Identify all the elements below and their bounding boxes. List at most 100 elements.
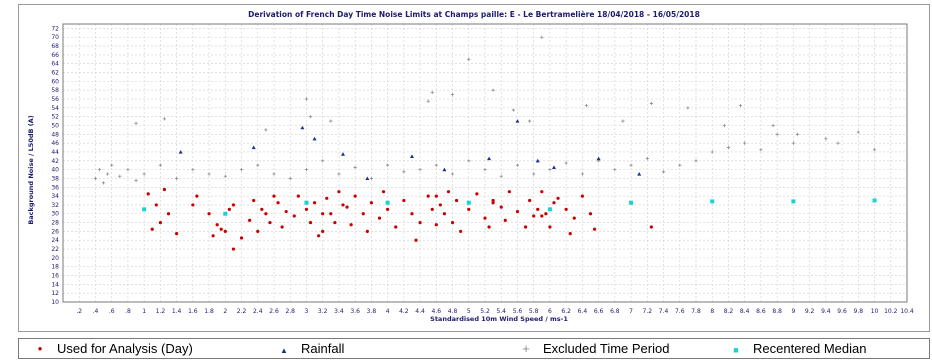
used-point xyxy=(369,201,373,205)
y-axis-label: Background Noise / L50dB (A) xyxy=(27,115,35,224)
x-tick-label: 7 xyxy=(629,308,633,315)
used-point xyxy=(540,190,544,194)
used-point xyxy=(272,194,276,198)
rainfall-point xyxy=(409,154,414,158)
rainfall-point xyxy=(312,136,317,141)
excluded-point xyxy=(308,115,313,119)
used-point xyxy=(207,212,211,216)
x-tick-label: .8 xyxy=(125,308,131,315)
rainfall-point xyxy=(515,119,520,123)
legend-plus-icon: + xyxy=(522,341,530,356)
used-point xyxy=(450,220,455,225)
y-tick-label: 36 xyxy=(51,184,59,191)
used-point xyxy=(296,194,300,198)
used-point xyxy=(438,203,442,207)
y-tick-label: 22 xyxy=(51,246,59,253)
used-point xyxy=(515,209,520,214)
x-tick-label: 2.8 xyxy=(285,308,295,315)
x-tick-label: 5.2 xyxy=(480,308,490,315)
y-tick-label: 64 xyxy=(51,61,59,68)
y-tick-label: 68 xyxy=(51,43,59,50)
legend-dot-icon: • xyxy=(37,341,43,356)
used-point xyxy=(158,220,162,225)
x-tick-label: 8.8 xyxy=(772,308,782,315)
used-point xyxy=(499,205,503,209)
median-point xyxy=(710,199,715,204)
excluded-point xyxy=(678,163,682,167)
excluded-point xyxy=(264,128,268,132)
x-tick-label: .4 xyxy=(93,308,99,315)
excluded-point xyxy=(722,123,727,128)
excluded-series xyxy=(93,35,877,185)
x-tick-label: 6.6 xyxy=(594,308,604,315)
excluded-point xyxy=(743,141,747,145)
x-tick-label: 5.4 xyxy=(496,308,506,315)
median-point xyxy=(791,199,796,204)
excluded-point xyxy=(369,176,373,181)
used-point xyxy=(418,220,422,225)
excluded-point xyxy=(564,161,568,165)
legend-label-excluded: Excluded Time Period xyxy=(543,341,670,356)
used-point xyxy=(276,201,280,205)
rainfall-point xyxy=(365,176,370,181)
excluded-point xyxy=(158,163,162,167)
rainfall-point xyxy=(178,149,183,154)
used-point xyxy=(568,232,572,236)
excluded-point xyxy=(532,172,536,176)
used-point xyxy=(459,229,463,233)
used-point xyxy=(341,203,345,207)
excluded-point xyxy=(450,172,455,176)
used-point xyxy=(580,194,584,198)
excluded-point xyxy=(856,130,860,134)
excluded-point xyxy=(110,163,114,167)
used-point xyxy=(540,214,544,218)
excluded-point xyxy=(337,172,341,176)
excluded-point xyxy=(450,93,455,97)
excluded-point xyxy=(491,88,495,92)
used-point xyxy=(215,223,219,227)
x-tick-label: 2.2 xyxy=(237,308,247,315)
excluded-point xyxy=(402,170,406,174)
rainfall-point xyxy=(487,156,492,161)
y-tick-label: 60 xyxy=(51,78,59,85)
y-tick-label: 58 xyxy=(51,87,59,94)
used-point xyxy=(248,218,252,222)
excluded-point xyxy=(101,181,106,185)
rainfall-point xyxy=(596,156,601,161)
used-point xyxy=(333,220,337,225)
x-tick-label: 3.4 xyxy=(334,308,344,315)
excluded-point xyxy=(528,119,532,123)
excluded-point xyxy=(162,117,167,121)
x-tick-label: 1.2 xyxy=(156,308,166,315)
y-tick-label: 62 xyxy=(51,70,59,77)
used-point xyxy=(312,201,317,205)
excluded-point xyxy=(613,168,617,172)
used-point xyxy=(304,207,309,211)
x-tick-label: 9 xyxy=(791,308,795,315)
used-point xyxy=(564,207,568,211)
legend-item-used: • Used for Analysis (Day) xyxy=(33,339,193,358)
used-point xyxy=(166,212,171,216)
legend: • Used for Analysis (Day) ▲ Rainfall + Excl… xyxy=(18,338,930,359)
used-point xyxy=(162,187,167,192)
used-point xyxy=(503,218,507,222)
excluded-point xyxy=(515,163,520,167)
excluded-point xyxy=(142,172,146,176)
rainfall-point xyxy=(442,167,447,172)
legend-item-median: ■ Recentered Median xyxy=(729,339,866,358)
x-tick-label: 5.8 xyxy=(529,308,539,315)
x-tick-label: 7.4 xyxy=(659,308,669,315)
x-tick-label: .6 xyxy=(109,308,115,315)
y-tick-label: 30 xyxy=(51,211,59,218)
legend-label-used: Used for Analysis (Day) xyxy=(57,341,193,356)
excluded-point xyxy=(726,145,731,150)
used-point xyxy=(292,214,296,218)
excluded-point xyxy=(426,99,430,103)
y-tick-label: 52 xyxy=(51,114,59,121)
scatter-chart: .2 .4 .6 .8 1 1.2 1.4 1.6 1.8 2 2.2 2.4 2.6 2.8 3 3.2 3.… xyxy=(27,10,914,323)
excluded-point xyxy=(548,168,552,172)
x-tick-label: 10.4 xyxy=(900,308,914,315)
excluded-point xyxy=(686,106,690,110)
x-tick-label: 5 xyxy=(467,308,471,315)
excluded-point xyxy=(304,168,309,172)
